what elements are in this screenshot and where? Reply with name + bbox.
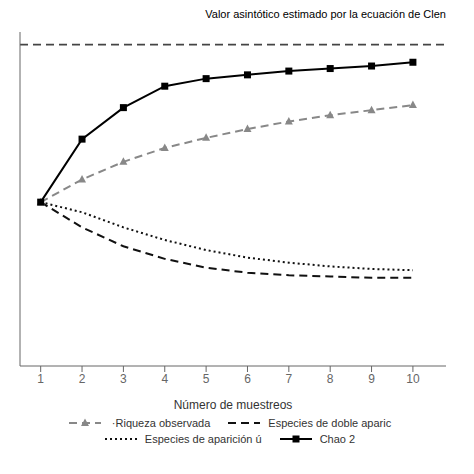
- svg-text:4: 4: [161, 372, 168, 386]
- svg-text:2: 2: [79, 372, 86, 386]
- html-text:·Riqueza observada: ·Riqueza observada: [108, 417, 211, 429]
- html-text:Especies de doble aparic: Especies de doble aparic: [268, 417, 392, 429]
- svg-text:1: 1: [37, 372, 44, 386]
- svg-text:8: 8: [327, 372, 334, 386]
- svg-text:3: 3: [120, 372, 127, 386]
- html-text:Especies de aparición ú: Especies de aparición ú: [144, 433, 262, 445]
- svg-text:5: 5: [203, 372, 210, 386]
- svg-text:6: 6: [244, 372, 251, 386]
- svg-text:10: 10: [406, 372, 420, 386]
- svg-text:7: 7: [285, 372, 292, 386]
- svg-text:Número de muestreos: Número de muestreos: [174, 398, 293, 412]
- html-text:Valor asintótico estimado por: Valor asintótico estimado por la ecuació…: [205, 8, 446, 20]
- html-text:Chao 2: Chao 2: [319, 433, 356, 445]
- svg-text:9: 9: [368, 372, 375, 386]
